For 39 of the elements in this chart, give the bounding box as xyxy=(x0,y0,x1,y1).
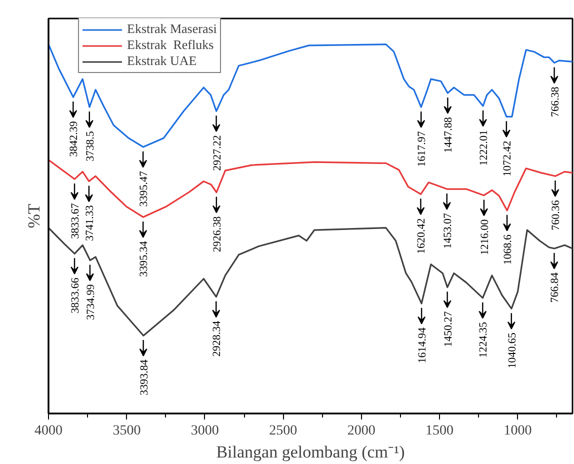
x-tick-label: 3500 xyxy=(112,424,141,438)
annotation: 1447.88 xyxy=(442,116,455,153)
annotation: 1614.94 xyxy=(416,326,429,364)
annotation: 1040.65 xyxy=(506,332,518,368)
annotation: 3741.33 xyxy=(84,204,96,242)
annotation: 2928.34 xyxy=(211,320,224,357)
annotation: 3393.84 xyxy=(138,359,150,396)
annotation: 3833.66 xyxy=(70,277,82,314)
annotation: 3738.5 xyxy=(84,130,96,162)
x-tick-label: 1000 xyxy=(504,424,532,438)
annotation: 1068.6 xyxy=(502,234,514,265)
annotation: 1617.97 xyxy=(416,130,428,167)
legend-label: Ekstrak Refluks xyxy=(127,37,214,53)
annotation: 2926.38 xyxy=(211,216,224,252)
annotation: 3833.67 xyxy=(70,202,82,239)
annotation: 3395.34 xyxy=(138,240,150,277)
annotation: 3395.47 xyxy=(138,170,150,207)
x-tick-label: 1500 xyxy=(426,424,454,438)
annotation: 1224.35 xyxy=(478,321,490,358)
annotation: 1216.00 xyxy=(478,218,491,256)
annotation: 2927.22 xyxy=(211,135,224,171)
annotation: 1450.27 xyxy=(442,310,454,347)
annotation: 1453.07 xyxy=(442,212,454,249)
x-axis-title: Bilangan gelombang (cm⁻¹) xyxy=(216,442,405,462)
x-tick-label: 2500 xyxy=(269,424,298,438)
annotation: 766.38 xyxy=(549,86,562,118)
legend-label: Ekstrak Maserasi xyxy=(127,21,217,37)
legend-label: Ekstrak UAE xyxy=(127,53,197,69)
annotation: 3734.99 xyxy=(84,284,97,320)
annotation: 1222.01 xyxy=(478,130,490,166)
annotation: 1072.42 xyxy=(501,140,514,176)
annotation: 760.36 xyxy=(550,200,562,230)
x-tick-label: 3000 xyxy=(190,424,219,438)
y-axis-title: %T xyxy=(24,203,44,228)
annotation: 1620.42 xyxy=(416,218,428,254)
x-tick-label: 2000 xyxy=(347,424,376,438)
x-tick-label: 4000 xyxy=(34,424,62,438)
annotation: 766.84 xyxy=(549,272,562,303)
annotation: 3842.39 xyxy=(68,120,80,157)
